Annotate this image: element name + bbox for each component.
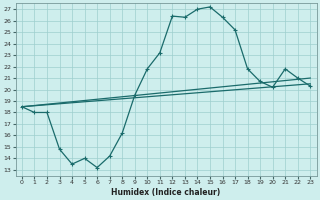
X-axis label: Humidex (Indice chaleur): Humidex (Indice chaleur) <box>111 188 221 197</box>
